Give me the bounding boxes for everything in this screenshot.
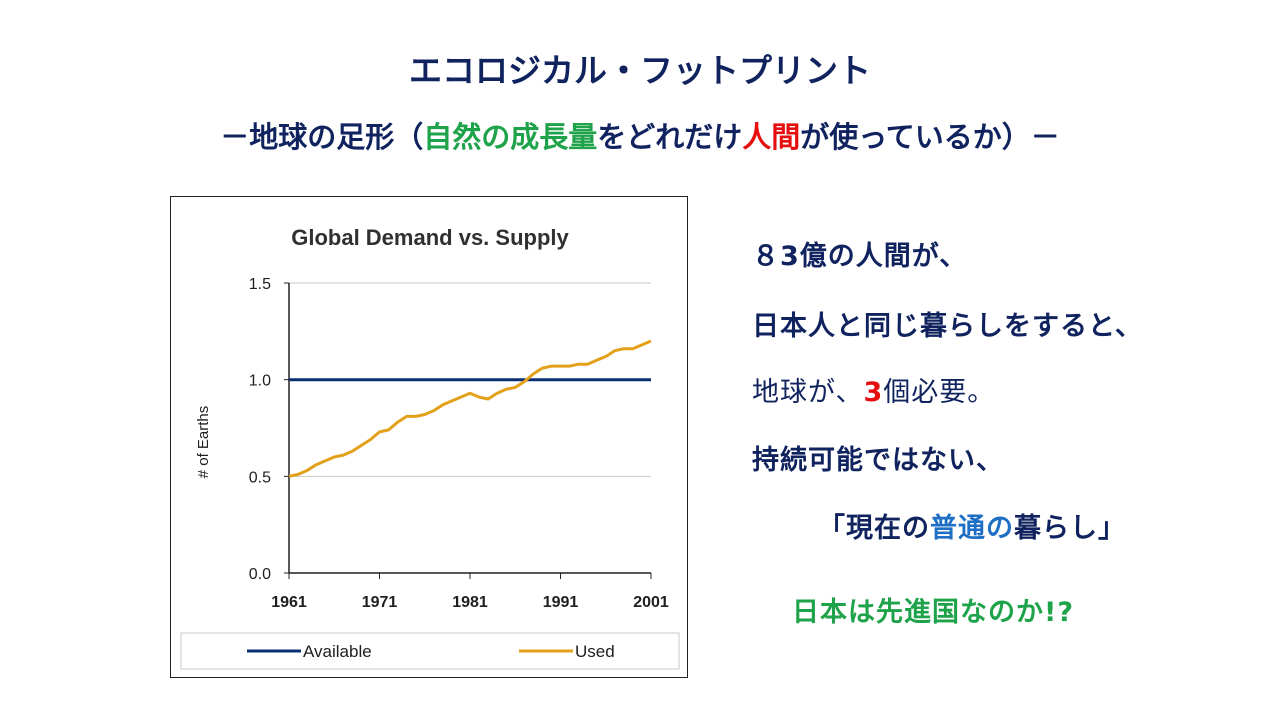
- text-line-earths-needed: 地球が、3個必要。: [752, 370, 995, 409]
- subtitle-part-3: をどれだけ: [597, 120, 743, 154]
- y-axis-label: # of Earths: [195, 406, 212, 479]
- subtitle-highlight-growth: 自然の成長量: [423, 120, 598, 154]
- lifestyle-highlight-normal: 普通: [930, 513, 986, 544]
- chart-legend: Available Used: [180, 632, 680, 670]
- y-tick-label: 1.5: [249, 276, 271, 293]
- x-tick-label: 1961: [271, 594, 307, 611]
- text-line-japanese-lifestyle: 日本人と同じ暮らしをすると、: [752, 311, 1143, 342]
- subtitle-highlight-humans: 人間: [742, 120, 801, 154]
- x-tick-label: 1981: [452, 594, 488, 611]
- legend-label-available: Available: [303, 642, 372, 661]
- x-tick-label: 1971: [362, 594, 398, 611]
- series-layer: [288, 339, 652, 478]
- y-tick-label: 0.5: [249, 469, 271, 486]
- lifestyle-particle: の: [986, 513, 1014, 544]
- lifestyle-part-4: 暮らし」: [1014, 513, 1126, 544]
- legend-label-used: Used: [575, 642, 615, 661]
- y-tick-label: 1.0: [249, 373, 271, 390]
- lifestyle-part-1: 「現在の: [818, 513, 930, 544]
- x-tick-label: 1991: [543, 594, 579, 611]
- x-tick-label: 2001: [633, 594, 669, 611]
- text-line-not-sustainable: 持続可能ではない、: [752, 445, 1004, 476]
- earths-needed-count: 3: [863, 377, 884, 408]
- text-line-current-lifestyle: 「現在の普通の暮らし」: [818, 506, 1126, 545]
- earths-needed-prefix: 地球が、: [752, 377, 864, 408]
- slide-title: エコロジカル・フットプリント: [409, 51, 871, 90]
- subtitle-part-5: が使っているか）－: [800, 120, 1060, 154]
- text-line-population: ８3億の人間が、: [752, 241, 968, 272]
- axis-layer: 0.0 0.5 1.0 1.5 1961 1971 1981 1991 2001: [249, 276, 669, 611]
- y-tick-label: 0.0: [249, 566, 271, 583]
- series-line-used: [288, 339, 652, 478]
- subtitle-part-1: －地球の足形（: [220, 120, 424, 154]
- chart-title: Global Demand vs. Supply: [291, 225, 569, 250]
- text-line-question: 日本は先進国なのか!?: [792, 597, 1074, 628]
- earths-needed-suffix: 個必要。: [883, 377, 996, 408]
- slide-subtitle: －地球の足形（自然の成長量をどれだけ人間が使っているか）－: [0, 114, 1280, 156]
- line-chart: Global Demand vs. Supply # of Earths 0.0…: [180, 225, 680, 670]
- chart-frame: Global Demand vs. Supply # of Earths 0.0…: [170, 196, 688, 678]
